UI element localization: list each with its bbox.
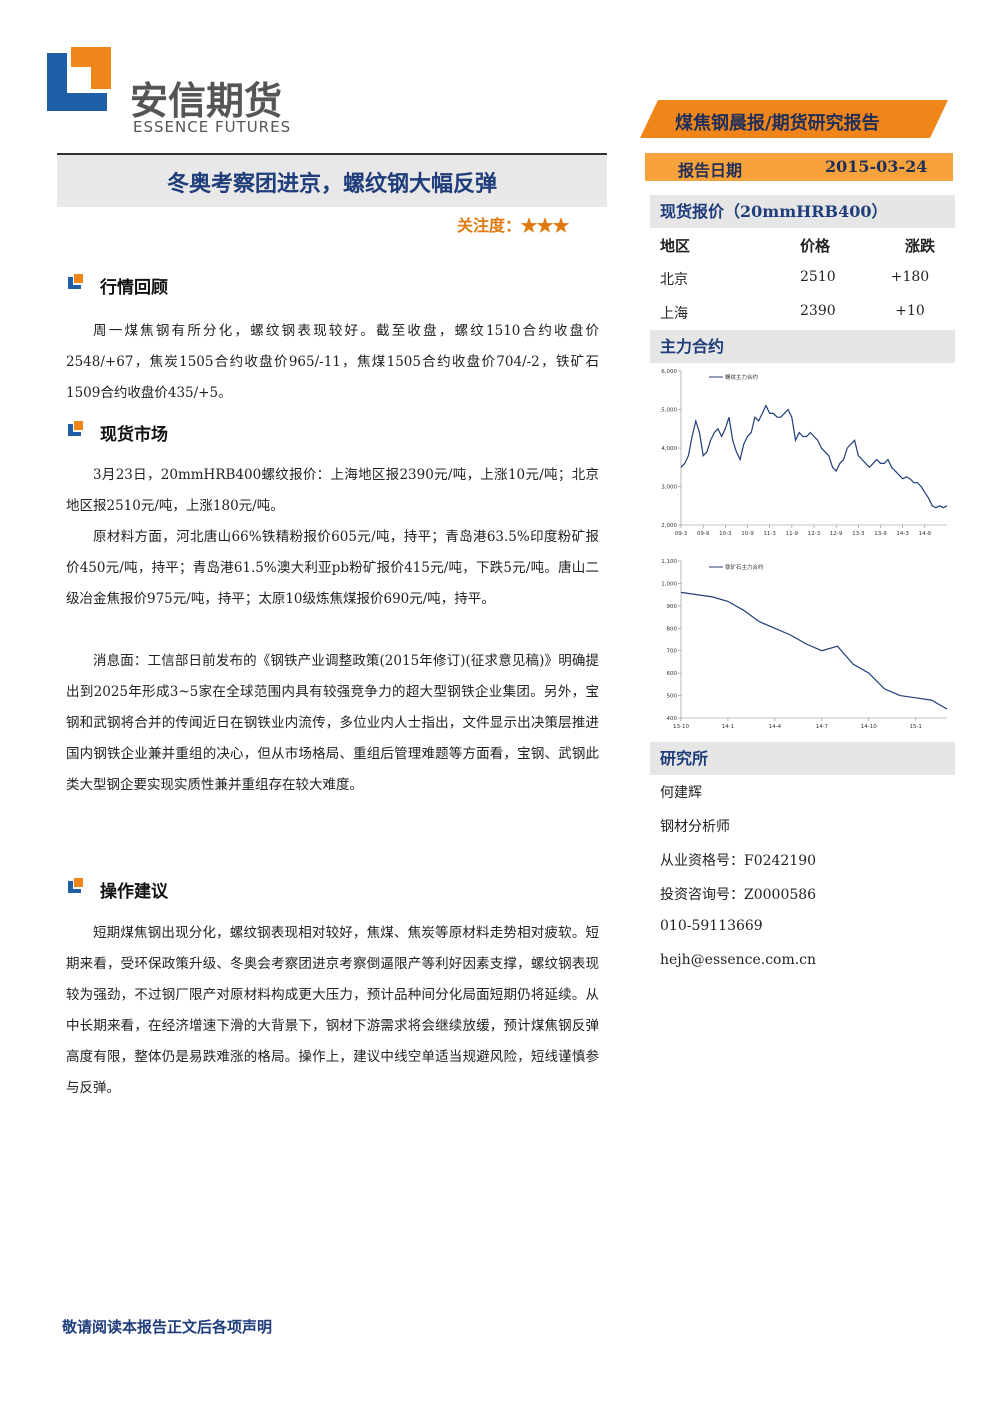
table-cell: +10: [895, 303, 925, 319]
table-header: 价格: [800, 237, 831, 255]
table-cell: 2390: [800, 303, 836, 319]
date-label: 报告日期: [678, 161, 743, 180]
line: [680, 404, 948, 509]
y-tick-label: 1,100: [661, 559, 677, 565]
x-tick-label: 14-9: [919, 531, 932, 537]
report-type-banner: [640, 100, 948, 138]
section-icon: [68, 878, 83, 893]
paragraph: 周一煤焦钢有所分化，螺纹钢表现较好。截至收盘，螺纹1510合约收盘价2548/+…: [66, 323, 599, 401]
table-cell: 上海: [660, 306, 688, 322]
x-tick-label: 15-1: [909, 724, 921, 730]
section-heading: 现货市场: [100, 425, 168, 445]
y-tick-label: 500: [667, 694, 678, 700]
table-header: 地区: [660, 237, 691, 255]
legend-label: 铁矿石主力合约: [725, 563, 764, 571]
legend-label: 螺纹主力合约: [725, 373, 759, 381]
x-tick-label: 13-3: [852, 531, 865, 537]
chart: 400 500 600 700 800 900 1,000 1,100 13-10 14-1 14-…: [661, 559, 948, 730]
x-tick-label: 14-10: [861, 724, 877, 730]
x-tick-label: 09-9: [697, 531, 710, 537]
contact: 010-59113669: [660, 918, 763, 934]
x-tick-label: 13-9: [874, 531, 887, 537]
section-icon: [68, 421, 83, 436]
logo-cn: 安信期货: [130, 79, 283, 123]
x-tick-label: 14-7: [816, 724, 829, 730]
date: 2015-03-24: [825, 157, 928, 176]
paragraph: 原材料方面，河北唐山66%铁精粉报价605元/吨，持平；青岛港63.5%印度粉矿…: [66, 529, 599, 607]
y-tick-label: 6,000: [661, 369, 677, 375]
section-heading: 行情回顾: [100, 278, 168, 298]
table-header: 涨跌: [905, 237, 936, 255]
y-tick-label: 1,000: [661, 581, 677, 587]
y-tick-label: 400: [667, 716, 678, 722]
title-box: [57, 153, 607, 207]
x-tick-label: 14-3: [896, 531, 909, 537]
x-tick-label: 13-10: [673, 724, 689, 730]
contact: 何建辉: [660, 785, 702, 801]
x-tick-label: 12-3: [808, 531, 821, 537]
section-heading: 操作建议: [100, 882, 168, 902]
line: [680, 591, 948, 710]
x-tick-label: 14-4: [769, 724, 782, 730]
contact: hejh@essence.com.cn: [660, 952, 817, 968]
research-title: 研究所: [650, 742, 955, 775]
footer: 敬请阅读本报告正文后各项声明: [62, 1318, 273, 1336]
x-tick-label: 11-9: [786, 531, 799, 537]
logo-mark: [47, 47, 111, 111]
spot-title: 现货报价（20mmHRB400）: [650, 195, 955, 228]
y-tick-label: 5,000: [661, 408, 677, 414]
x-tick-label: 11-3: [763, 531, 776, 537]
x-tick-label: 09-3: [675, 531, 688, 537]
paragraph: 消息面：工信部日前发布的《钢铁产业调整政策(2015年修订)(征求意见稿)》明确…: [66, 653, 599, 793]
contact: 钢材分析师: [660, 819, 730, 835]
table-cell: 2510: [800, 269, 836, 285]
y-tick-label: 3,000: [661, 485, 677, 491]
y-tick-label: 900: [667, 604, 678, 610]
paragraph: 3月23日，20mmHRB400螺纹报价：上海地区报2390元/吨，上涨10元/…: [66, 467, 599, 514]
x-tick-label: 12-9: [830, 531, 843, 537]
logo-en: ESSENCE FUTURES: [133, 118, 292, 136]
table-cell: +180: [890, 269, 930, 285]
title: 冬奥考察团进京，螺纹钢大幅反弹: [166, 171, 497, 197]
table-cell: 北京: [660, 272, 688, 288]
y-tick-label: 4,000: [661, 446, 677, 452]
y-tick-label: 700: [667, 649, 678, 655]
y-tick-label: 600: [667, 671, 678, 677]
attention: 关注度：★★★: [457, 216, 570, 235]
y-tick-label: 2,000: [661, 523, 677, 529]
report-type: 煤焦钢晨报/期货研究报告: [675, 113, 880, 134]
contact: 从业资格号：F0242190: [660, 853, 817, 869]
x-tick-label: 10-3: [719, 531, 732, 537]
x-tick-label: 14-1: [722, 724, 734, 730]
date-bar: [645, 153, 953, 181]
chart: 2,000 3,000 4,000 5,000 6,000 09-3 09-9 10-3 10-…: [661, 369, 948, 537]
contact: 投资咨询号：Z0000586: [660, 887, 817, 903]
y-tick-label: 800: [667, 626, 678, 632]
section-icon: [68, 274, 83, 289]
x-tick-label: 10-9: [741, 531, 754, 537]
contracts-title: 主力合约: [650, 330, 955, 363]
paragraph: 短期煤焦钢出现分化，螺纹钢表现相对较好，焦煤、焦炭等原材料走势相对疲软。短期来看…: [66, 925, 599, 1096]
